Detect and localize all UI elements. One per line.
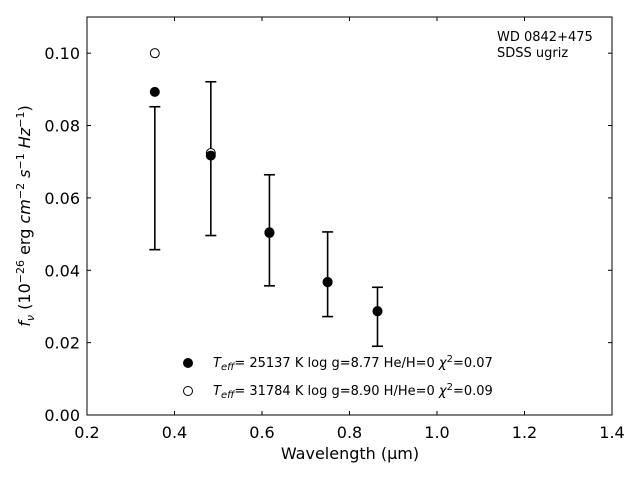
annotation-line-2: SDSS ugriz xyxy=(497,46,568,61)
model-point-open xyxy=(149,48,160,59)
legend: Teff= 25137 K log g=8.77 He/H=0 χ2=0.07 … xyxy=(183,354,493,401)
y-axis-label: fν (10−26 erg cm−2 s−1 Hz−1) xyxy=(14,105,37,326)
errorbars-layer xyxy=(149,80,383,348)
x-tick-label: 0.2 xyxy=(74,423,99,442)
model-point-filled xyxy=(264,228,275,239)
y-tick-label: 0.10 xyxy=(44,44,80,63)
y-tick-label: 0.06 xyxy=(44,189,80,208)
model-point-filled xyxy=(149,86,160,97)
plot-frame xyxy=(86,16,613,416)
points-layer xyxy=(149,48,383,317)
x-tick-label: 0.8 xyxy=(337,423,362,442)
legend-entry-2: Teff= 31784 K log g=8.90 H/He=0 χ2=0.09 xyxy=(213,382,493,401)
x-tick-label: 1.2 xyxy=(512,423,537,442)
y-tick-label: 0.00 xyxy=(44,406,80,425)
ticks-layer: 0.2 0.4 0.6 0.8 1.0 1.2 1.4 0.00 0.02 0.04 0.06 0.0… xyxy=(44,17,625,442)
x-tick-label: 1.4 xyxy=(599,423,624,442)
model-point-filled xyxy=(372,306,383,317)
model-point-filled xyxy=(322,277,333,288)
legend-marker-open xyxy=(183,386,193,396)
annotation-line-1: WD 0842+475 xyxy=(497,30,593,45)
x-tick-label: 1.0 xyxy=(424,423,449,442)
x-axis-label: Wavelength (μm) xyxy=(281,444,419,463)
y-tick-label: 0.02 xyxy=(44,334,80,353)
legend-marker-filled xyxy=(183,358,193,368)
y-tick-label: 0.04 xyxy=(44,261,80,280)
model-point-filled xyxy=(205,150,216,161)
x-tick-label: 0.4 xyxy=(162,423,187,442)
x-tick-label: 0.6 xyxy=(249,423,274,442)
y-tick-label: 0.08 xyxy=(44,117,80,136)
legend-entry-1: Teff= 25137 K log g=8.77 He/H=0 χ2=0.07 xyxy=(213,354,493,373)
